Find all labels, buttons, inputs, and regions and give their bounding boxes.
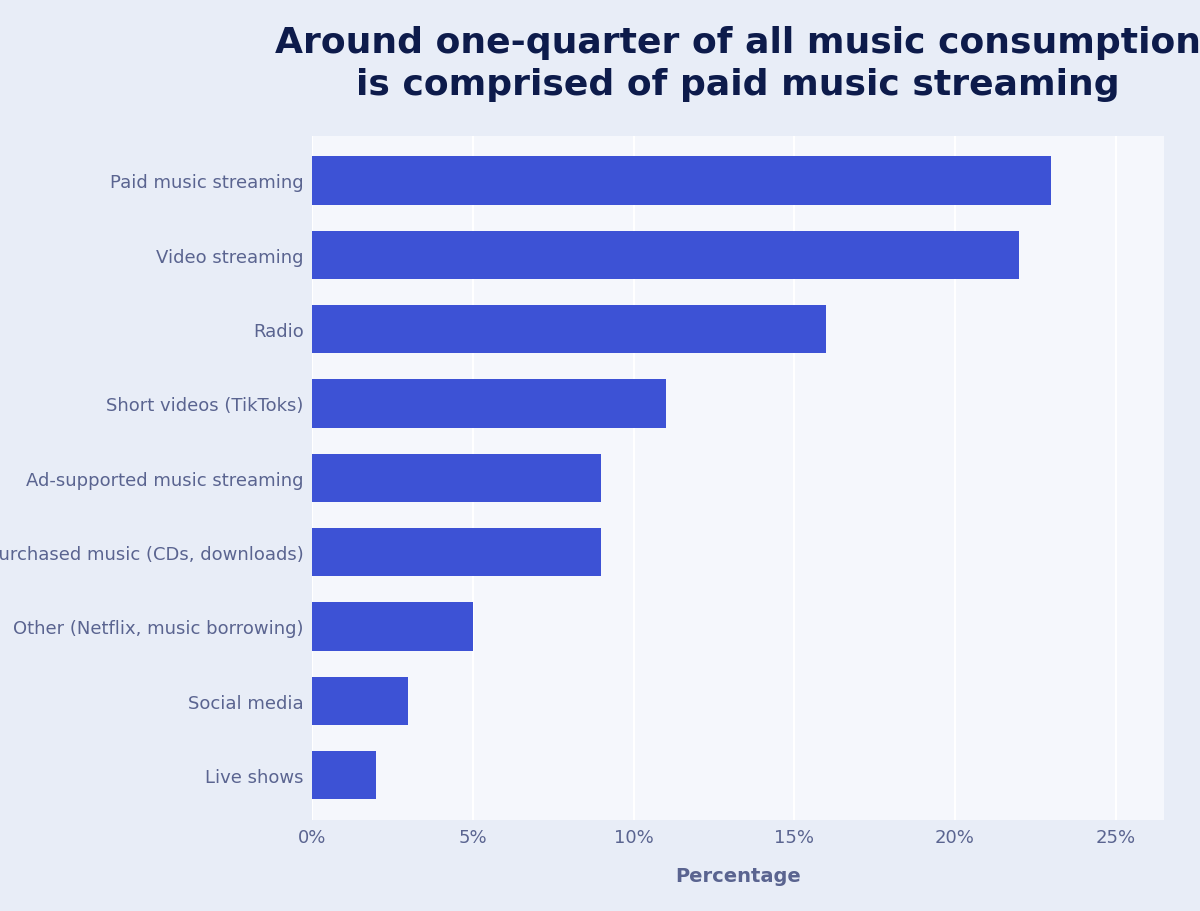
Bar	[312, 455, 601, 502]
Bar	[312, 305, 827, 353]
Bar	[312, 677, 408, 725]
Bar	[312, 231, 1019, 280]
Title: Around one-quarter of all music consumption
is comprised of paid music streaming: Around one-quarter of all music consumpt…	[275, 26, 1200, 102]
Bar	[312, 752, 377, 800]
Bar	[312, 528, 601, 577]
Bar	[312, 380, 666, 428]
X-axis label: Percentage: Percentage	[676, 865, 800, 885]
Bar	[312, 603, 473, 651]
Bar	[312, 157, 1051, 205]
